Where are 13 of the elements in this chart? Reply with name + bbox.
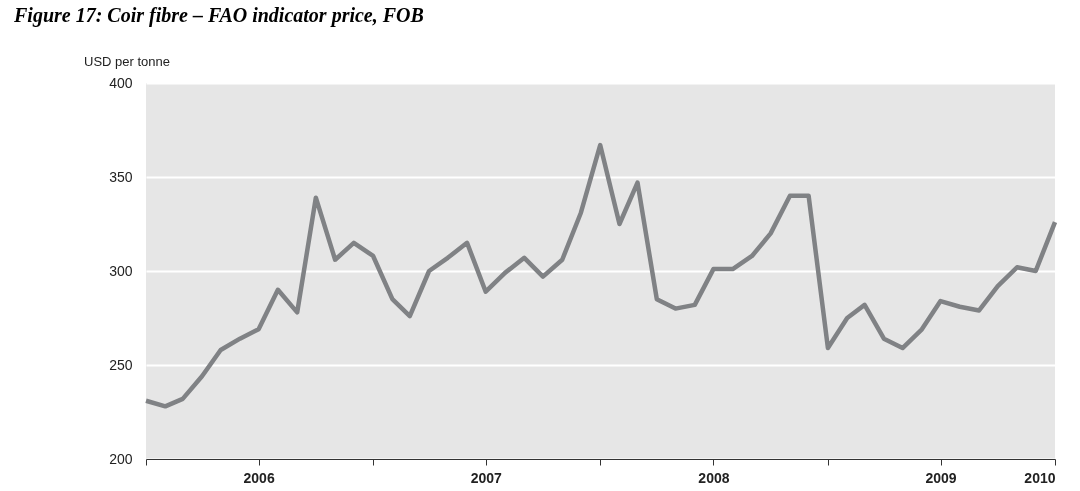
x-tick-label: 2006 <box>243 469 275 486</box>
y-tick-label: 300 <box>109 262 133 279</box>
x-tick-label: 2008 <box>698 469 730 486</box>
y-tick-label: 400 <box>109 74 133 91</box>
x-tick-label: 2009 <box>925 469 957 486</box>
line-series <box>143 142 1058 409</box>
y-tick-label: 250 <box>109 356 133 373</box>
y-axis-title: USD per tonne <box>84 54 170 69</box>
chart-title: Figure 17: Coir fibre – FAO indicator price, FOB <box>13 4 424 27</box>
y-tick-label: 200 <box>109 450 133 467</box>
y-tick-label: 350 <box>109 168 133 185</box>
x-tick-label: 2007 <box>470 469 502 486</box>
x-tick-label: 2010 <box>1024 469 1056 486</box>
